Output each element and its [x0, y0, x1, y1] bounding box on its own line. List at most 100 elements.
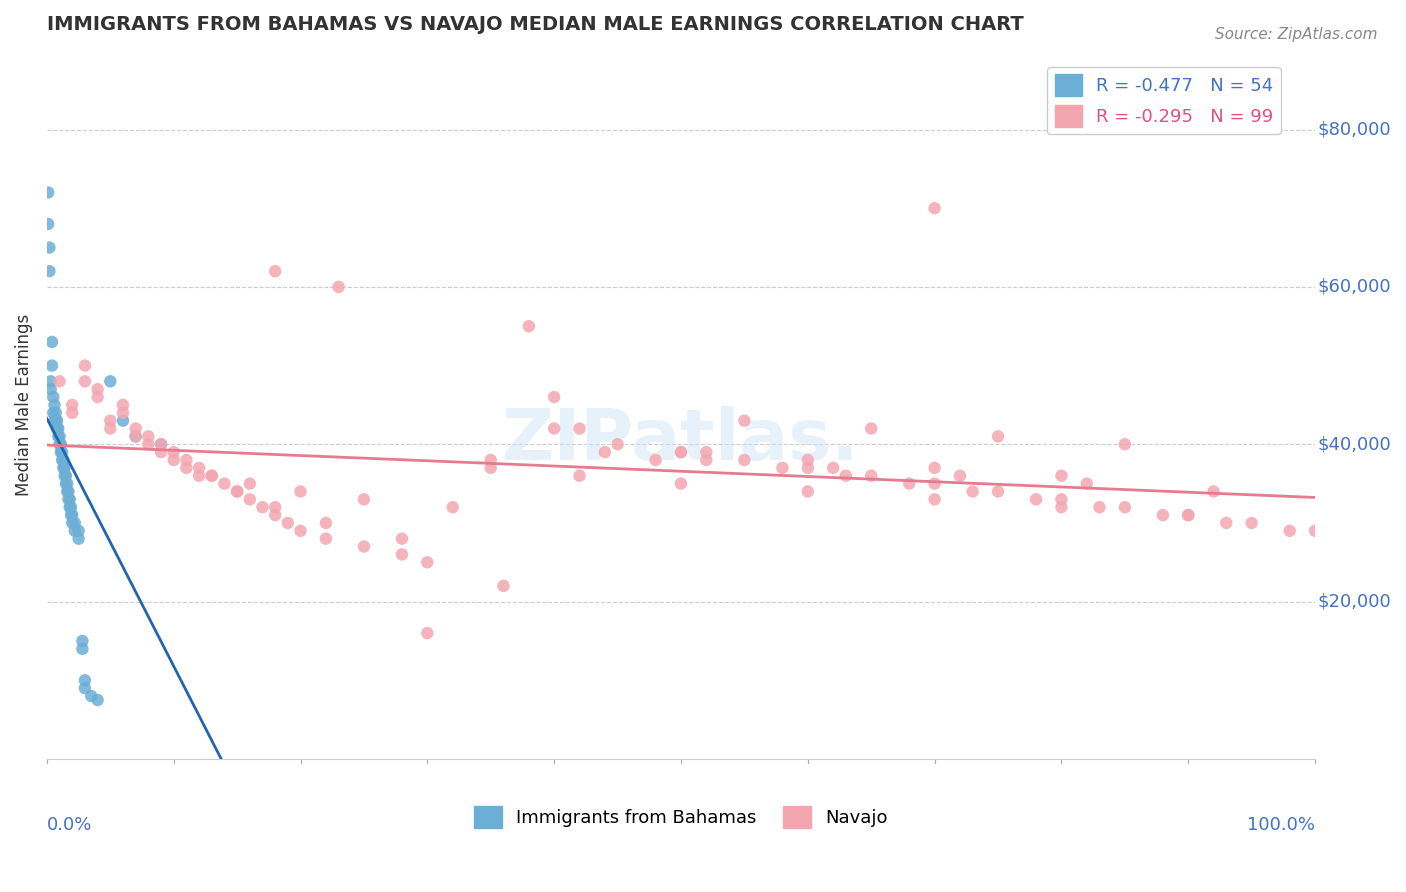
Point [1202, 484, 1225, 499]
Point [150, 445, 173, 459]
Text: IMMIGRANTS FROM BAHAMAS VS NAVAJO MEDIAN MALE EARNINGS CORRELATION CHART: IMMIGRANTS FROM BAHAMAS VS NAVAJO MEDIAN… [46, 15, 1024, 34]
Point [59, 500, 82, 515]
Point [391, 532, 413, 546]
Point [695, 445, 717, 459]
Point [543, 421, 565, 435]
Point [1076, 476, 1098, 491]
Point [39, 374, 62, 388]
Point [1088, 500, 1111, 515]
Point [441, 500, 464, 515]
Point [73, 374, 96, 388]
Point [86, 693, 108, 707]
Point [98, 374, 121, 388]
Point [52, 453, 75, 467]
Point [73, 673, 96, 688]
Point [214, 476, 236, 491]
Point [669, 445, 692, 459]
Text: $40,000: $40,000 [1317, 435, 1392, 453]
Point [38, 264, 60, 278]
Point [39, 382, 62, 396]
Point [188, 468, 211, 483]
Point [176, 461, 198, 475]
Point [770, 461, 793, 475]
Point [138, 429, 160, 443]
Point [53, 461, 76, 475]
Point [59, 500, 82, 515]
Point [1050, 492, 1073, 507]
Point [51, 445, 73, 459]
Point [55, 476, 77, 491]
Point [924, 201, 946, 215]
Point [60, 516, 83, 530]
Point [37, 186, 59, 200]
Point [226, 484, 249, 499]
Point [44, 398, 66, 412]
Point [60, 508, 83, 522]
Point [264, 500, 287, 515]
Point [46, 421, 69, 435]
Point [568, 468, 591, 483]
Point [48, 374, 70, 388]
Point [517, 319, 540, 334]
Point [42, 406, 65, 420]
Point [695, 453, 717, 467]
Point [606, 437, 628, 451]
Point [201, 468, 224, 483]
Point [1114, 437, 1136, 451]
Point [797, 453, 820, 467]
Point [44, 414, 66, 428]
Point [1025, 492, 1047, 507]
Point [73, 359, 96, 373]
Point [543, 390, 565, 404]
Point [1050, 468, 1073, 483]
Point [188, 461, 211, 475]
Point [58, 484, 80, 499]
Point [1278, 524, 1301, 538]
Point [1114, 500, 1136, 515]
Text: 0.0%: 0.0% [46, 815, 93, 834]
Point [48, 437, 70, 451]
Point [264, 264, 287, 278]
Point [290, 524, 312, 538]
Point [59, 508, 82, 522]
Point [1303, 524, 1326, 538]
Point [797, 484, 820, 499]
Point [391, 548, 413, 562]
Point [138, 437, 160, 451]
Text: $80,000: $80,000 [1317, 120, 1391, 138]
Point [328, 280, 350, 294]
Point [67, 532, 90, 546]
Point [290, 484, 312, 499]
Point [733, 453, 755, 467]
Point [987, 484, 1010, 499]
Point [98, 421, 121, 435]
Point [593, 445, 616, 459]
Point [55, 468, 77, 483]
Point [60, 398, 83, 412]
Point [239, 476, 262, 491]
Point [53, 468, 76, 483]
Point [239, 492, 262, 507]
Point [41, 334, 63, 349]
Point [962, 484, 984, 499]
Point [1240, 516, 1263, 530]
Point [226, 484, 249, 499]
Point [416, 555, 439, 569]
Point [949, 468, 972, 483]
Point [73, 681, 96, 696]
Point [924, 476, 946, 491]
Point [315, 532, 337, 546]
Point [733, 414, 755, 428]
Point [315, 516, 337, 530]
Point [46, 421, 69, 435]
Point [46, 414, 69, 428]
Point [124, 429, 146, 443]
Point [67, 524, 90, 538]
Point [59, 492, 82, 507]
Point [898, 476, 921, 491]
Point [72, 634, 94, 648]
Point [56, 484, 79, 499]
Y-axis label: Median Male Earnings: Median Male Earnings [15, 314, 32, 496]
Point [45, 414, 67, 428]
Point [63, 524, 86, 538]
